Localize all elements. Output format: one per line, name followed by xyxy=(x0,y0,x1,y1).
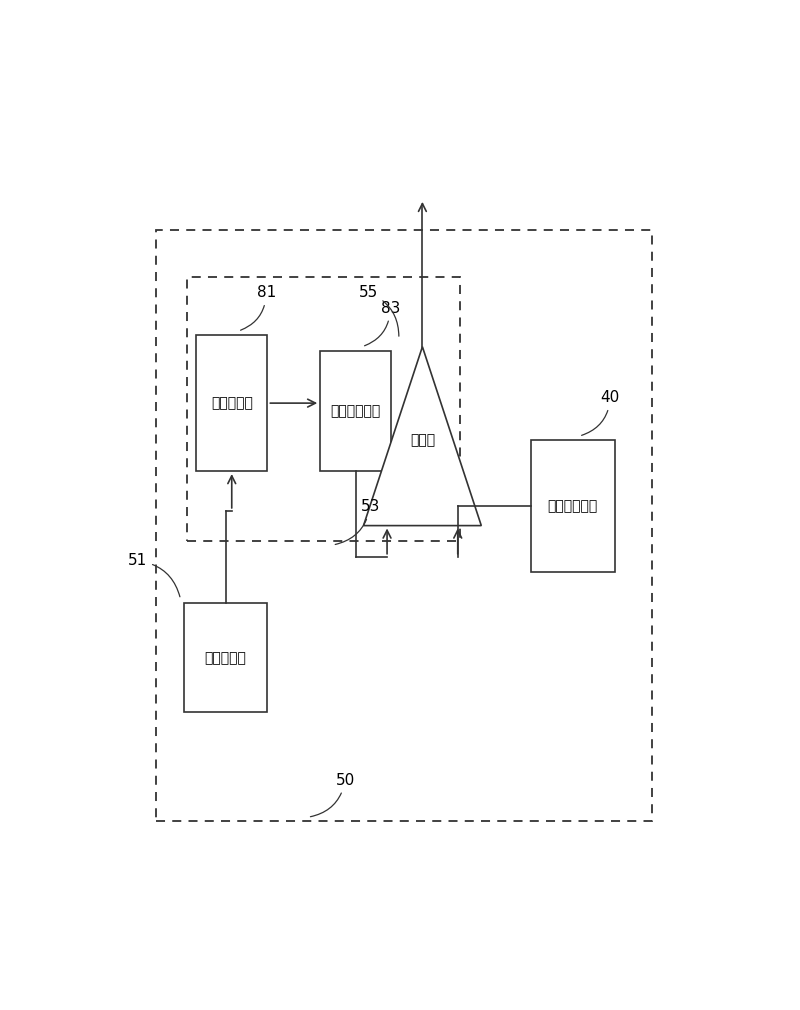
Text: 51: 51 xyxy=(128,553,180,597)
Bar xyxy=(320,350,391,471)
Text: 比较器: 比较器 xyxy=(410,433,435,447)
Polygon shape xyxy=(363,346,482,525)
Text: 弦波产生器: 弦波产生器 xyxy=(211,396,253,410)
Bar xyxy=(196,335,267,471)
Text: 55: 55 xyxy=(358,285,399,336)
Text: 83: 83 xyxy=(365,301,400,345)
Bar xyxy=(531,440,614,573)
Text: 锅齿波产生器: 锅齿波产生器 xyxy=(548,499,598,513)
Text: 53: 53 xyxy=(335,499,380,544)
Text: 81: 81 xyxy=(241,285,276,330)
Bar xyxy=(184,603,267,712)
Text: 40: 40 xyxy=(582,390,620,435)
Text: 电源供应器: 电源供应器 xyxy=(205,650,246,665)
Text: 锅齿波产生器: 锅齿波产生器 xyxy=(330,404,381,418)
Bar xyxy=(156,230,652,821)
Text: 50: 50 xyxy=(310,773,355,817)
Bar xyxy=(187,277,459,541)
